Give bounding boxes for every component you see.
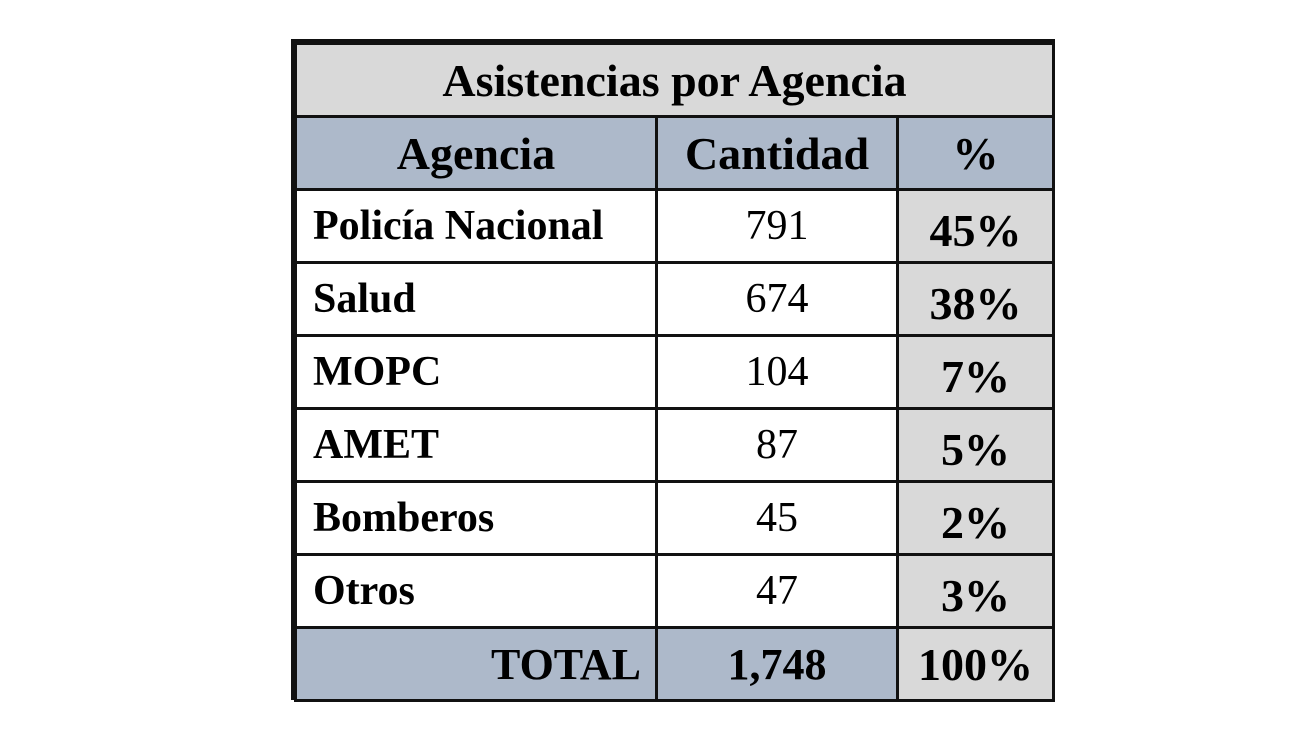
table-row: Bomberos 45 2% (294, 480, 1056, 556)
agency-name: MOPC (294, 334, 658, 410)
column-header-agencia: Agencia (294, 115, 658, 191)
agency-percent: 45% (895, 188, 1056, 264)
column-header-cantidad: Cantidad (655, 115, 899, 191)
total-label: TOTAL (294, 626, 658, 702)
header-row: Agencia Cantidad % (294, 115, 1056, 191)
agency-percent: 38% (895, 261, 1056, 337)
agency-percent: 5% (895, 407, 1056, 483)
table-title: Asistencias por Agencia (293, 42, 1056, 118)
table-row: Salud 674 38% (294, 261, 1056, 337)
agency-name: Policía Nacional (294, 188, 658, 264)
agency-percent: 7% (895, 334, 1056, 410)
agency-quantity: 87 (655, 407, 899, 483)
agency-quantity: 45 (655, 480, 899, 556)
agency-percent: 3% (895, 553, 1056, 629)
agency-quantity: 674 (655, 261, 899, 337)
table-row: Otros 47 3% (294, 553, 1056, 629)
table-row: MOPC 104 7% (294, 334, 1056, 410)
total-percent: 100% (895, 626, 1056, 702)
column-header-pct: % (895, 115, 1056, 191)
data-table: Asistencias por Agencia Agencia Cantidad… (293, 42, 1056, 702)
total-row: TOTAL 1,748 100% (294, 626, 1056, 702)
agency-name: AMET (294, 407, 658, 483)
agency-assistance-table: Asistencias por Agencia Agencia Cantidad… (291, 39, 1056, 702)
agency-name: Bomberos (294, 480, 658, 556)
table-row: AMET 87 5% (294, 407, 1056, 483)
table-row: Policía Nacional 791 45% (294, 188, 1056, 264)
agency-name: Salud (294, 261, 658, 337)
agency-quantity: 791 (655, 188, 899, 264)
agency-quantity: 47 (655, 553, 899, 629)
agency-percent: 2% (895, 480, 1056, 556)
total-quantity: 1,748 (655, 626, 899, 702)
agency-quantity: 104 (655, 334, 899, 410)
title-row: Asistencias por Agencia (293, 42, 1056, 118)
agency-name: Otros (294, 553, 658, 629)
